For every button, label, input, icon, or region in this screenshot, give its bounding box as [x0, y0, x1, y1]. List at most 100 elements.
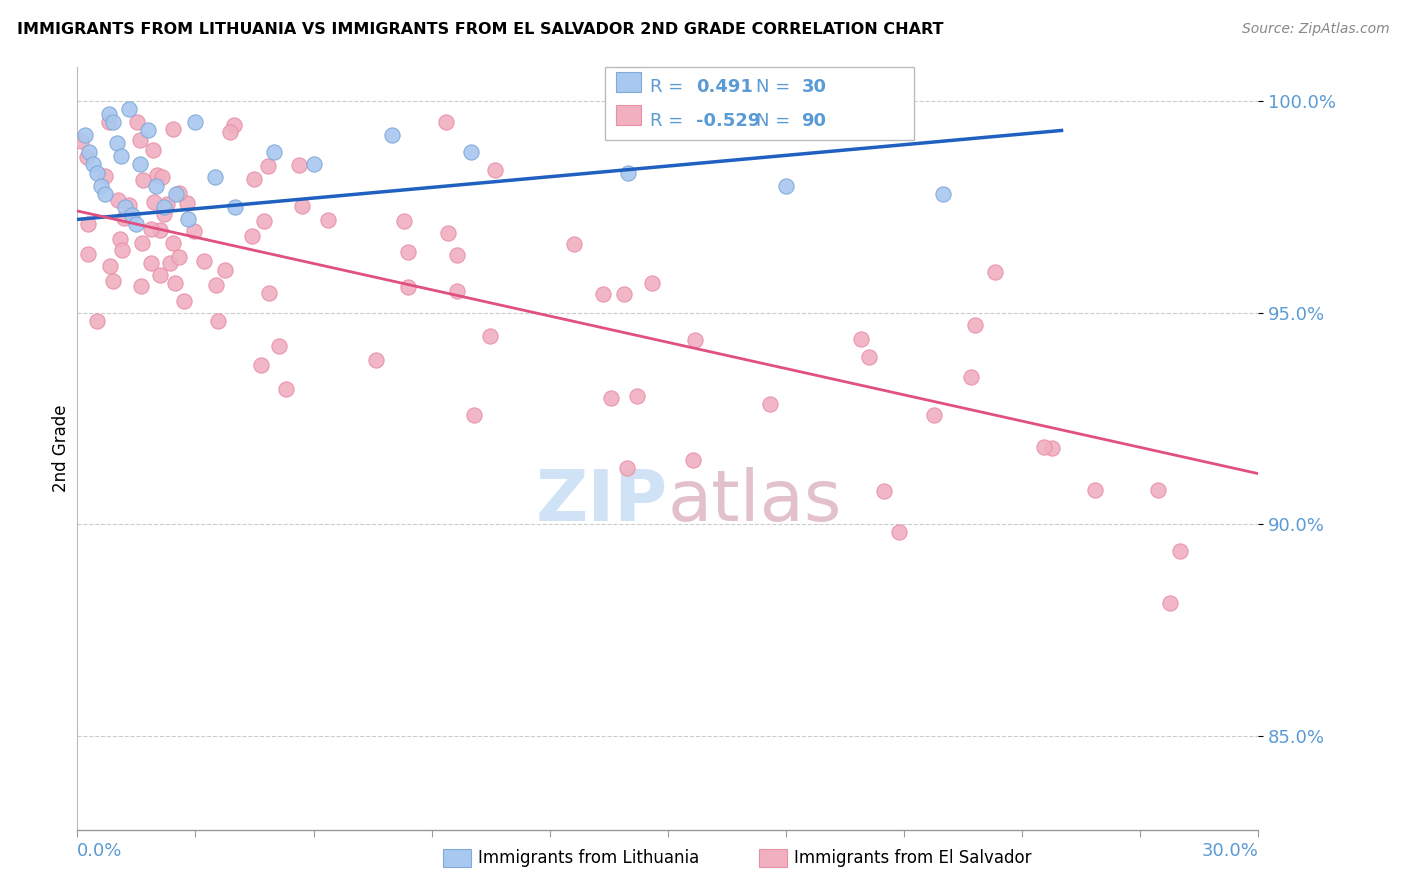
Point: [193, 254, 215, 268]
Text: IMMIGRANTS FROM LITHUANIA VS IMMIGRANTS FROM EL SALVADOR 2ND GRADE CORRELATION C: IMMIGRANTS FROM LITHUANIA VS IMMIGRANTS …: [17, 22, 943, 37]
Point: [616, 460, 638, 475]
Point: [250, 359, 273, 373]
Point: [70, 134, 93, 148]
Point: [165, 276, 187, 290]
Point: [176, 196, 198, 211]
Point: [302, 157, 325, 171]
Point: [94, 169, 117, 183]
Text: N =: N =: [756, 112, 790, 129]
Point: [153, 200, 176, 214]
Text: 30: 30: [801, 78, 827, 95]
Point: [76, 247, 98, 261]
Point: [100, 259, 122, 273]
Point: [169, 186, 191, 200]
Point: [316, 213, 339, 227]
Point: [858, 351, 880, 365]
Point: [142, 143, 165, 157]
Point: [153, 207, 176, 221]
Point: [110, 149, 132, 163]
Text: R =: R =: [650, 112, 683, 129]
Point: [117, 102, 139, 116]
Point: [97, 106, 120, 120]
Point: [963, 318, 986, 332]
Point: [613, 287, 636, 301]
Point: [136, 123, 159, 137]
Point: [682, 453, 704, 467]
Point: [141, 256, 163, 270]
Point: [101, 115, 124, 129]
Point: [592, 286, 614, 301]
Point: [214, 263, 236, 277]
Text: ZIP: ZIP: [536, 467, 668, 536]
Point: [105, 136, 128, 150]
Point: [617, 166, 640, 180]
Point: [176, 212, 198, 227]
Point: [263, 145, 285, 159]
Point: [599, 391, 621, 405]
Point: [165, 186, 187, 201]
Point: [364, 352, 387, 367]
Point: [173, 294, 195, 309]
Text: 90: 90: [801, 112, 827, 129]
Text: 0.491: 0.491: [696, 78, 752, 95]
Point: [156, 197, 179, 211]
Point: [129, 278, 152, 293]
Point: [446, 248, 468, 262]
Point: [111, 243, 134, 257]
Point: [159, 255, 181, 269]
Point: [76, 150, 98, 164]
Point: [463, 408, 485, 422]
Point: [145, 178, 167, 193]
Text: atlas: atlas: [668, 467, 842, 536]
Point: [132, 173, 155, 187]
Point: [381, 128, 404, 142]
Point: [288, 158, 311, 172]
Text: Source: ZipAtlas.com: Source: ZipAtlas.com: [1241, 22, 1389, 37]
Point: [142, 195, 165, 210]
Point: [1170, 544, 1192, 558]
Point: [267, 339, 290, 353]
Point: [1084, 483, 1107, 497]
Point: [291, 199, 314, 213]
Y-axis label: 2nd Grade: 2nd Grade: [52, 404, 70, 492]
Point: [103, 274, 125, 288]
Point: [257, 286, 280, 301]
Point: [205, 278, 228, 293]
Point: [125, 217, 148, 231]
Point: [131, 236, 153, 251]
Point: [224, 200, 246, 214]
Point: [183, 225, 205, 239]
Text: Immigrants from Lithuania: Immigrants from Lithuania: [478, 849, 699, 867]
Point: [121, 208, 143, 222]
Point: [887, 525, 910, 540]
Point: [110, 232, 132, 246]
Point: [243, 171, 266, 186]
Point: [118, 197, 141, 211]
Point: [873, 483, 896, 498]
Point: [1147, 483, 1170, 498]
Point: [392, 214, 415, 228]
Point: [396, 244, 419, 259]
Point: [112, 211, 135, 226]
Text: Immigrants from El Salvador: Immigrants from El Salvador: [794, 849, 1032, 867]
Point: [983, 265, 1005, 279]
Point: [1033, 440, 1056, 454]
Text: 0.0%: 0.0%: [77, 842, 122, 860]
Point: [86, 166, 108, 180]
Point: [149, 268, 172, 282]
Point: [162, 236, 184, 251]
Text: N =: N =: [756, 78, 790, 95]
Point: [242, 229, 264, 244]
Point: [150, 170, 173, 185]
Point: [86, 314, 108, 328]
Point: [82, 157, 104, 171]
Point: [129, 133, 152, 147]
Point: [90, 178, 112, 193]
Point: [484, 163, 506, 178]
Point: [204, 169, 226, 184]
Text: -0.529: -0.529: [696, 112, 761, 129]
Point: [460, 145, 482, 159]
Point: [932, 186, 955, 201]
Point: [759, 397, 782, 411]
Point: [626, 389, 648, 403]
